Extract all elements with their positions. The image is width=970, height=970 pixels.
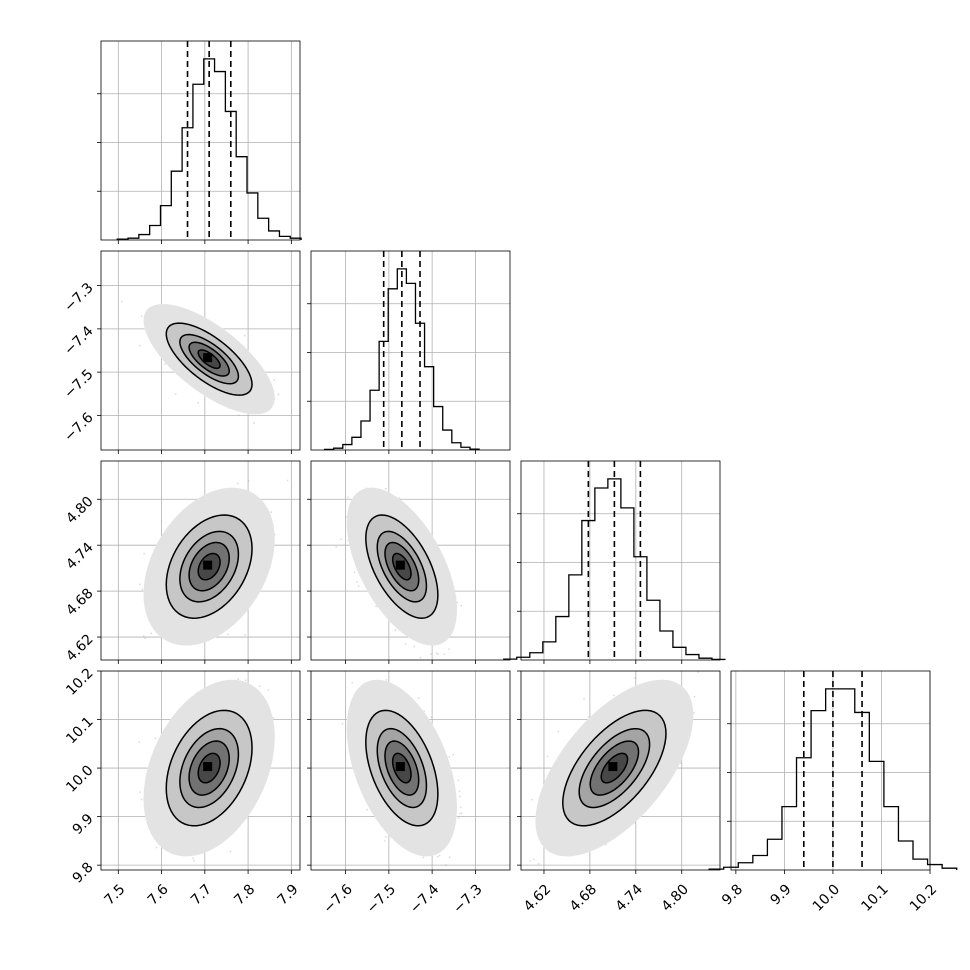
- sample-point: [273, 379, 276, 381]
- sample-point: [197, 401, 200, 404]
- histogram-panel-1: [307, 250, 511, 451]
- sample-point: [155, 846, 158, 849]
- axes-frame: [730, 670, 931, 871]
- sample-point: [120, 300, 123, 303]
- histogram-panel-2: [503, 460, 726, 661]
- sample-point: [140, 315, 143, 318]
- sample-point: [413, 645, 416, 648]
- sample-point: [347, 496, 349, 499]
- density-panel-1-0: [100, 250, 301, 451]
- sample-point: [443, 653, 446, 656]
- sample-point: [253, 422, 255, 424]
- sample-point: [143, 552, 146, 555]
- density-peak: [203, 353, 213, 363]
- axes-frame: [100, 460, 301, 661]
- sample-point: [357, 585, 360, 588]
- contour-line: [197, 552, 221, 581]
- sample-point: [437, 653, 439, 655]
- histogram-panel-0: [97, 40, 302, 241]
- density-peak: [395, 560, 405, 570]
- sample-point: [429, 653, 432, 655]
- sample-point: [237, 414, 240, 417]
- sample-point: [237, 678, 240, 681]
- sample-point: [141, 588, 144, 591]
- axes-frame: [310, 460, 511, 661]
- sample-point: [138, 583, 141, 586]
- contour-line: [165, 322, 253, 396]
- sample-point: [236, 482, 239, 485]
- histogram-bars-0: [116, 58, 302, 240]
- sample-point: [345, 516, 347, 519]
- contour-line: [384, 541, 420, 592]
- panel-content: [311, 461, 510, 660]
- sample-point: [394, 629, 397, 631]
- sample-point: [154, 737, 157, 740]
- contour-line: [165, 514, 253, 619]
- contour-line: [391, 552, 412, 581]
- sample-point: [227, 633, 229, 636]
- contour-line: [365, 514, 439, 619]
- density-panel-3-0: [100, 670, 301, 871]
- sample-point: [270, 511, 273, 514]
- axes-frame: [100, 250, 301, 451]
- sample-point: [286, 479, 289, 482]
- sample-point: [174, 392, 177, 395]
- sample-point: [150, 632, 153, 635]
- sample-point: [244, 334, 246, 337]
- density-peak: [203, 560, 213, 570]
- histogram-bars-3: [708, 688, 958, 870]
- sample-point: [243, 634, 246, 636]
- sample-point: [138, 344, 141, 347]
- contour-line: [197, 349, 221, 370]
- sample-point: [247, 480, 250, 482]
- sample-point: [460, 604, 463, 607]
- sample-point: [244, 679, 247, 682]
- sample-point: [277, 393, 280, 396]
- histogram-bars-1: [323, 268, 480, 451]
- histogram-panel-3: [708, 670, 958, 871]
- density-panel-2-0: [100, 460, 301, 661]
- contour-line: [188, 541, 230, 592]
- sample-point: [375, 605, 378, 608]
- axes-frame: [100, 40, 301, 241]
- sample-point: [340, 538, 343, 541]
- sample-point: [335, 546, 338, 548]
- sample-point: [404, 643, 407, 645]
- panel-content: [101, 671, 300, 870]
- axes-frame: [520, 460, 721, 661]
- sample-point: [435, 652, 438, 655]
- sample-point: [144, 637, 147, 640]
- sample-point: [398, 497, 401, 499]
- sample-point: [140, 798, 143, 801]
- sample-point: [448, 648, 451, 651]
- histogram-bars-2: [503, 478, 726, 661]
- contour-line: [376, 530, 428, 603]
- panel-content: [101, 461, 300, 660]
- contour-line: [179, 530, 240, 603]
- panel-content: [101, 251, 300, 450]
- sample-point: [142, 635, 145, 637]
- sample-point: [384, 487, 387, 490]
- sample-point: [419, 656, 422, 659]
- contour-line: [179, 333, 240, 385]
- sample-point: [456, 601, 459, 604]
- sample-point: [353, 571, 356, 574]
- contour-line: [188, 341, 230, 377]
- sample-point: [356, 580, 359, 583]
- density-panel-2-1: [310, 460, 511, 661]
- sample-point: [164, 363, 166, 366]
- axes-frame: [310, 250, 511, 451]
